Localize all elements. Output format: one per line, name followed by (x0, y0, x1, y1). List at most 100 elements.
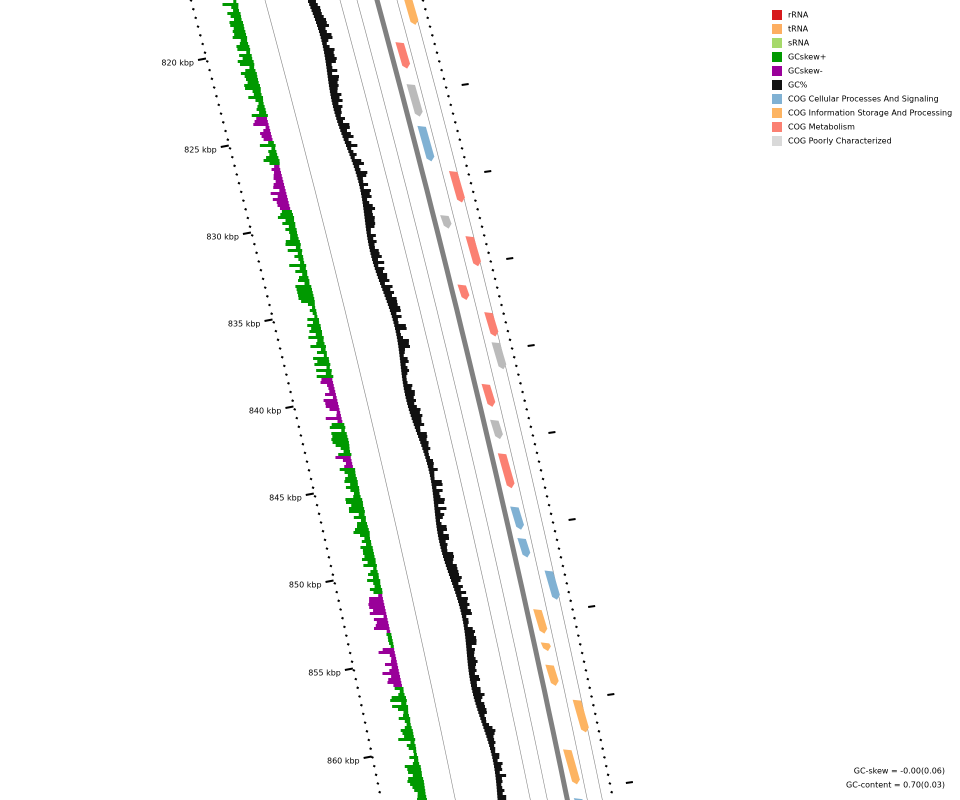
gc-content-bar (311, 9, 321, 12)
gc-skew-bar (320, 348, 326, 351)
gc-skew-bar (372, 576, 379, 579)
gc-content-bar (429, 474, 435, 477)
gc-skew-bar (367, 579, 381, 582)
gc-skew-bar (269, 162, 280, 165)
track-line (396, 0, 588, 800)
gc-skew-bar (285, 240, 300, 243)
major-tick (506, 257, 514, 260)
minor-tick (221, 120, 225, 124)
minor-tick (287, 381, 290, 385)
gc-content-bar (415, 429, 421, 432)
minor-tick (586, 677, 590, 681)
gc-content-bar (404, 393, 415, 396)
gc-content-bar (407, 405, 417, 408)
legend-label: GCskew+ (788, 53, 826, 62)
gc-skew-bar (413, 750, 417, 753)
major-tick (197, 57, 207, 61)
minor-tick (203, 51, 207, 55)
gc-content-bar (318, 27, 326, 30)
major-tick (325, 579, 334, 583)
gc-content-bar (398, 345, 410, 348)
minor-tick (315, 503, 319, 507)
gc-skew-bar (302, 273, 308, 276)
gc-skew-bar (312, 312, 317, 315)
minor-tick (363, 721, 367, 724)
gc-skew-bar (386, 630, 391, 633)
gc-skew-bar (387, 681, 402, 684)
gc-content-bar (388, 306, 401, 309)
gc-skew-bar (304, 282, 310, 285)
gc-content-bar (431, 483, 443, 486)
gc-content-bar (464, 630, 476, 633)
minor-tick (341, 616, 344, 620)
minor-tick (198, 33, 202, 37)
legend-swatch (772, 108, 782, 118)
gc-skew-bar (369, 597, 383, 600)
minor-tick (284, 373, 288, 376)
gc-skew-bar (368, 573, 379, 576)
gc-content-bar (423, 450, 429, 453)
gc-content-bar (494, 771, 500, 774)
minor-tick (358, 695, 361, 698)
gc-skew-bar (351, 504, 364, 507)
tick-label: 850 kbp (289, 581, 322, 590)
gc-content-bar (345, 144, 358, 147)
gc-skew-bar (357, 522, 368, 525)
gc-content-bar (461, 612, 472, 615)
gc-skew-bar (260, 132, 271, 135)
gc-content-bar (332, 105, 343, 108)
gc-skew-bar (230, 15, 242, 18)
gc-content-bar (425, 456, 430, 459)
gc-skew-bar (374, 585, 381, 588)
gc-skew-bar (339, 468, 356, 471)
gc-skew-bar (329, 390, 336, 393)
minor-tick (573, 616, 576, 620)
major-tick (242, 231, 252, 235)
minor-tick (508, 338, 512, 342)
gc-content-bar (367, 240, 377, 243)
minor-tick (444, 86, 448, 89)
minor-tick (423, 7, 427, 11)
gc-skew-bar (398, 693, 405, 696)
gc-skew-bar (315, 333, 323, 336)
major-tick (625, 781, 634, 784)
gc-skew-bar (348, 507, 365, 510)
minor-tick (601, 747, 605, 751)
gc-skew-bar (345, 477, 357, 480)
minor-tick (331, 573, 335, 577)
gc-content-bar (446, 567, 458, 570)
minor-tick (372, 764, 376, 768)
minor-tick (557, 547, 561, 550)
gc-content-bar (330, 93, 342, 96)
gc-content-bar (394, 324, 406, 327)
gc-content-bar (393, 321, 399, 324)
gc-content-bar (496, 780, 503, 783)
gc-content-bar (462, 618, 469, 621)
gc-skew-bar (353, 531, 370, 534)
gc-skew-bar (378, 651, 395, 654)
gc-skew-bar (363, 564, 377, 567)
gc-content-bar (437, 531, 444, 534)
gc-content-bar (397, 342, 409, 345)
gc-skew-bar (378, 594, 383, 597)
gc-skew-bar (376, 621, 389, 624)
gc-content-bar (465, 639, 477, 642)
gc-content-bar (433, 501, 445, 504)
gc-content-bar (329, 87, 338, 90)
minor-tick (282, 364, 286, 368)
gc-skew-bar (336, 414, 341, 417)
minor-tick (259, 268, 263, 272)
gc-skew-bar (232, 30, 246, 33)
gc-content-bar (313, 15, 324, 18)
minor-tick (303, 451, 307, 455)
minor-tick (313, 495, 317, 498)
gc-content-bar (414, 426, 421, 429)
gc-content-bar (444, 561, 453, 564)
minor-tick (428, 25, 432, 28)
gene-feature (395, 42, 411, 69)
gc-content-bar (350, 156, 355, 159)
gc-content-bar (395, 330, 401, 333)
gc-skew-bar (391, 675, 401, 678)
minor-tick (489, 260, 493, 263)
major-tick (607, 693, 615, 696)
